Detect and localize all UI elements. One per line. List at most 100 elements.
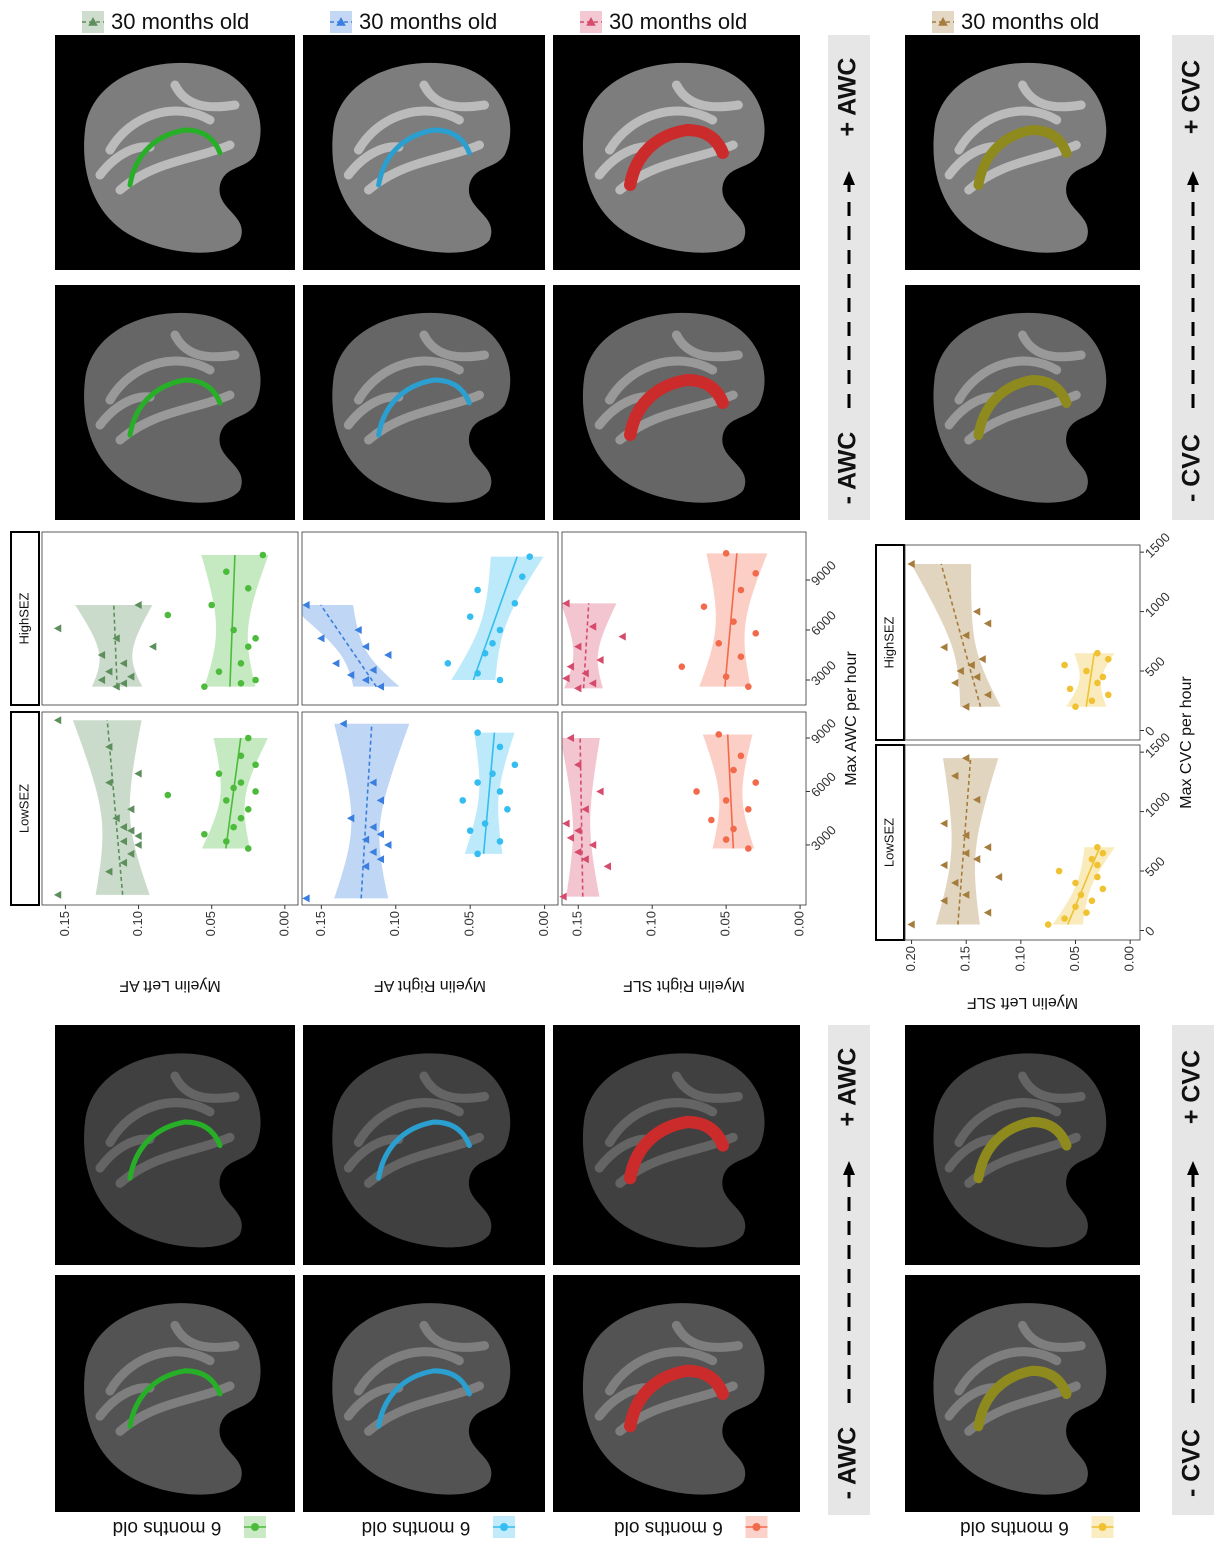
point-triangle	[332, 659, 340, 668]
point-triangle	[972, 672, 981, 681]
fit-line	[940, 563, 982, 707]
point-circle	[496, 743, 504, 751]
point-triangle	[384, 651, 392, 659]
facet-strip	[875, 744, 905, 941]
point-circle	[737, 752, 745, 760]
point-triangle	[302, 894, 310, 903]
point-circle	[722, 673, 730, 680]
point-triangle	[566, 833, 575, 842]
panel	[41, 711, 299, 906]
y-tick-label: 0.15	[313, 911, 328, 936]
fit-line	[482, 732, 496, 854]
point-triangle	[559, 892, 567, 901]
x-axis-title: Max CVC per hour	[1178, 676, 1195, 809]
point-circle	[481, 650, 489, 657]
point-triangle	[994, 872, 1003, 881]
point-triangle	[119, 823, 128, 832]
point-triangle	[369, 848, 377, 857]
arrow-head	[1187, 171, 1199, 185]
brain	[582, 1053, 765, 1248]
brain	[582, 62, 765, 253]
point-triangle	[53, 716, 62, 725]
white-matter	[594, 80, 743, 195]
point-circle	[737, 653, 745, 660]
point-triangle	[967, 661, 975, 670]
white-matter	[343, 330, 490, 445]
legend-key	[82, 11, 104, 33]
point-triangle	[112, 814, 120, 823]
point-triangle	[978, 655, 986, 664]
point-triangle	[134, 840, 142, 849]
brain	[332, 312, 511, 503]
point-circle	[1088, 897, 1096, 905]
point-triangle	[618, 632, 626, 641]
point-circle	[700, 603, 708, 610]
point-circle	[489, 770, 496, 777]
white-matter	[944, 330, 1086, 445]
point-circle	[745, 806, 752, 813]
point-triangle	[566, 734, 575, 743]
point-circle	[237, 814, 245, 822]
point-circle	[459, 797, 467, 804]
fit-band	[302, 605, 400, 687]
y-tick-label: 0.15	[570, 911, 585, 936]
point-circle	[223, 838, 230, 845]
point-circle	[730, 825, 737, 833]
point-triangle	[97, 676, 106, 684]
arrow-head	[1187, 1161, 1199, 1175]
legend-bottom: 6 months old	[614, 1516, 768, 1538]
fit-line	[1085, 653, 1096, 707]
legend-key	[330, 11, 352, 33]
tract	[376, 1368, 472, 1429]
point-triangle	[361, 862, 370, 871]
point-triangle	[972, 855, 981, 864]
point-triangle	[562, 674, 570, 683]
fit-line	[579, 738, 584, 897]
brain	[933, 1053, 1107, 1248]
point-triangle	[962, 831, 970, 840]
facet-label: HighSEZ	[881, 616, 896, 668]
point-circle	[526, 553, 534, 560]
panel	[301, 711, 559, 906]
fit-band	[201, 555, 269, 687]
y-tick-label: 0.00	[792, 911, 807, 936]
point-circle	[518, 573, 526, 580]
point-triangle	[53, 624, 62, 633]
point-circle	[496, 788, 504, 795]
white-matter	[343, 1071, 490, 1188]
y-tick-label: 0.15	[958, 946, 973, 971]
point-circle	[715, 731, 723, 738]
point-triangle	[603, 862, 611, 871]
point-circle	[752, 779, 760, 786]
fit-line	[106, 720, 124, 895]
tract	[624, 1364, 729, 1433]
point-triangle	[581, 805, 589, 814]
point-circle	[1072, 879, 1079, 887]
point-triangle	[376, 855, 385, 864]
arrow-head	[843, 1161, 855, 1175]
point-circle	[244, 734, 252, 742]
legend-bottom: 6 months old	[113, 1516, 266, 1538]
tract	[127, 127, 223, 188]
point-triangle	[134, 601, 142, 609]
banner-plus: + AWC	[834, 1048, 862, 1127]
point-triangle	[983, 690, 992, 699]
white-matter	[594, 1071, 743, 1188]
point-circle	[1094, 873, 1101, 881]
tract	[973, 124, 1072, 190]
brain	[332, 62, 511, 253]
tract	[376, 377, 472, 438]
legend-label: 30 months old	[961, 9, 1099, 34]
point-triangle	[574, 826, 582, 835]
point-triangle	[940, 861, 948, 870]
point-circle	[1083, 667, 1090, 675]
point-triangle	[53, 890, 62, 899]
point-triangle	[907, 920, 915, 929]
point-circle	[474, 850, 481, 858]
point-triangle	[339, 719, 347, 728]
point-circle	[444, 660, 452, 667]
point-circle	[201, 830, 208, 838]
point-circle	[693, 788, 700, 795]
point-circle	[215, 770, 223, 777]
